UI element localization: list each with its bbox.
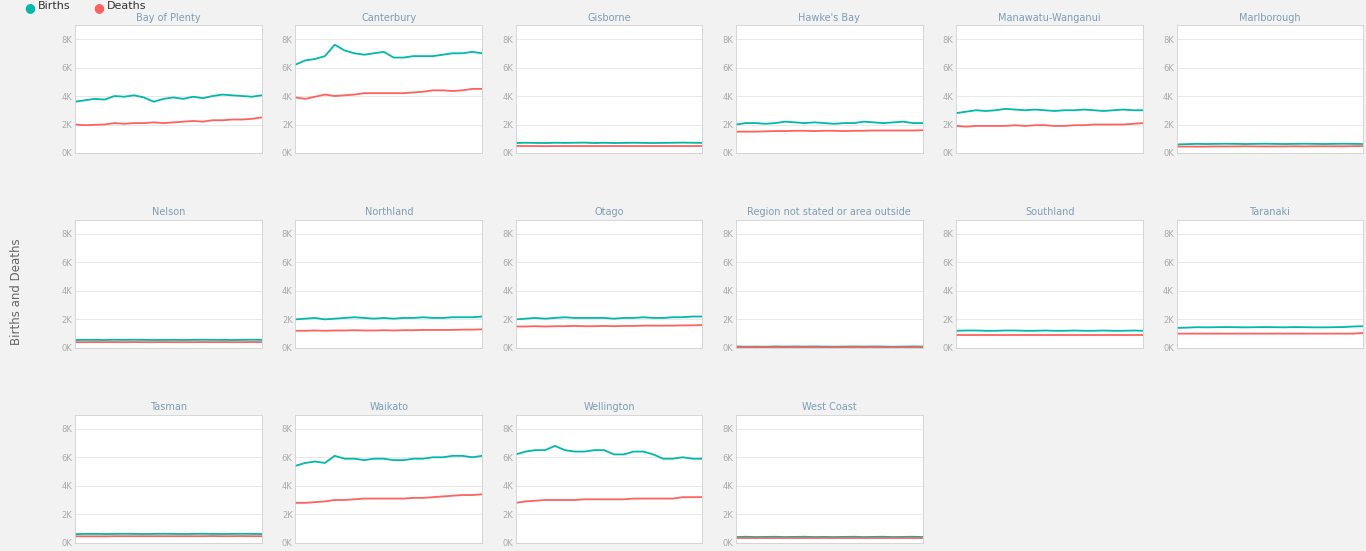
Title: Gisborne: Gisborne [587, 13, 631, 23]
Title: Taranaki: Taranaki [1250, 208, 1291, 218]
Title: Wellington: Wellington [583, 402, 635, 412]
Title: West Coast: West Coast [802, 402, 856, 412]
Title: Hawke's Bay: Hawke's Bay [798, 13, 861, 23]
Title: Southland: Southland [1024, 208, 1075, 218]
Title: Region not stated or area outside: Region not stated or area outside [747, 208, 911, 218]
Title: Waikato: Waikato [369, 402, 408, 412]
Title: Bay of Plenty: Bay of Plenty [137, 13, 201, 23]
Title: Marlborough: Marlborough [1239, 13, 1300, 23]
Text: Deaths: Deaths [107, 1, 146, 11]
Title: Canterbury: Canterbury [361, 13, 417, 23]
Text: Births: Births [38, 1, 71, 11]
Title: Northland: Northland [365, 208, 413, 218]
Text: Births and Deaths: Births and Deaths [10, 239, 23, 345]
Title: Tasman: Tasman [150, 402, 187, 412]
Title: Nelson: Nelson [152, 208, 186, 218]
Text: ●: ● [93, 1, 104, 14]
Title: Manawatu-Wanganui: Manawatu-Wanganui [999, 13, 1101, 23]
Title: Otago: Otago [594, 208, 624, 218]
Text: ●: ● [25, 1, 36, 14]
